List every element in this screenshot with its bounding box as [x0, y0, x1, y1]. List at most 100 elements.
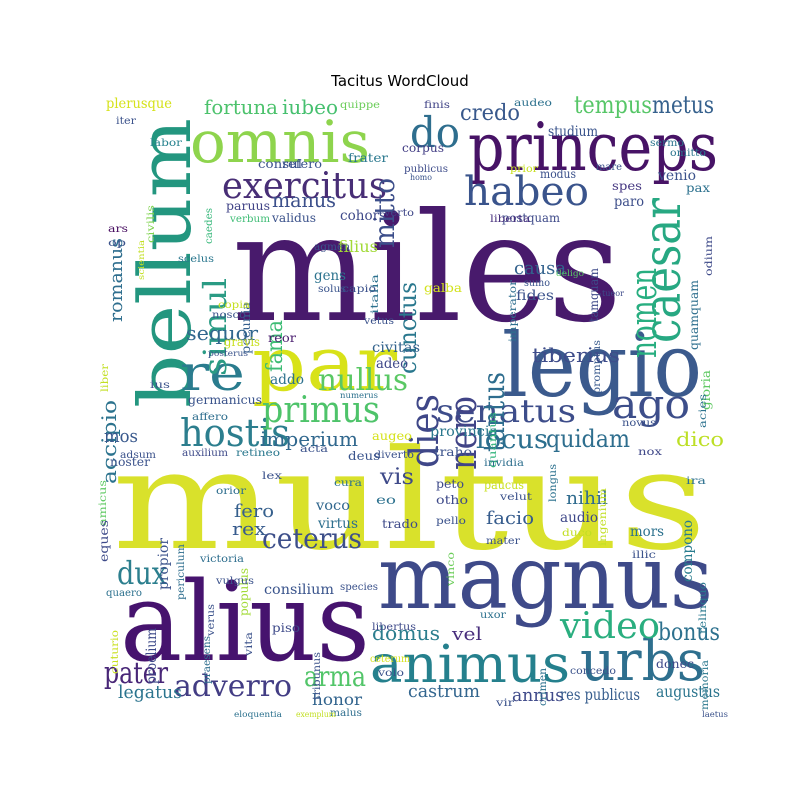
word-compono: compono — [680, 520, 696, 582]
word-urbs: urbs — [580, 629, 705, 694]
word-op: op — [108, 238, 126, 249]
word-novus: novus — [622, 418, 656, 429]
word-ingenium: ingenium — [598, 487, 609, 546]
word-populus: populus — [237, 568, 251, 616]
word-fides: fides — [516, 288, 554, 304]
word-civitas: civitas — [372, 340, 420, 356]
word-audio: audio — [560, 510, 598, 526]
word-virtus: virtus — [317, 516, 358, 532]
word-princeps: princeps — [468, 109, 718, 186]
word-quippe: quippe — [340, 100, 380, 111]
word-modus: modus — [540, 167, 576, 181]
word-agmen: agmen — [314, 242, 351, 253]
word-liber: liber — [100, 364, 111, 392]
word-venio: venio — [657, 168, 696, 184]
word-otho: otho — [436, 493, 468, 507]
word-ceterum: ceterum — [370, 654, 410, 665]
word-locus: locus — [476, 425, 548, 455]
word-odium: odium — [704, 235, 715, 276]
word-animus: animus — [370, 635, 570, 695]
word-ars: ars — [108, 224, 128, 235]
word-bellum: bellum — [123, 118, 207, 408]
word-ius: ius — [150, 380, 170, 391]
word-pater: pater — [104, 656, 169, 691]
word-italia: italia — [370, 274, 381, 314]
word-liberta: liberta — [490, 214, 530, 225]
word-nihil: nihil — [566, 488, 608, 509]
word-par: par — [252, 319, 398, 408]
word-voco: voco — [315, 498, 350, 514]
word-cunctus: cunctus — [394, 282, 422, 374]
word-mare: mare — [596, 162, 622, 173]
word-simul: simul — [196, 278, 234, 376]
word-iubeo: iubeo — [282, 95, 338, 119]
word-praesens: praesens — [202, 636, 213, 684]
word-tiberius: tiberius — [532, 343, 620, 367]
word-facio: facio — [486, 508, 534, 529]
word-piso: piso — [272, 621, 300, 635]
word-publicus: publicus — [404, 164, 448, 175]
word-noster: noster — [110, 455, 150, 469]
word-vulgus: vulgus — [215, 576, 254, 587]
word-species: species — [340, 582, 378, 593]
word-consilium: consilium — [264, 582, 334, 598]
word-accipio: accipio — [97, 400, 121, 484]
word-peto: peto — [436, 477, 464, 491]
word-paro: paro — [614, 194, 644, 210]
word-rex: rex — [232, 519, 266, 540]
word-amicus: amicus — [98, 480, 109, 526]
word-vel: vel — [451, 624, 482, 645]
word-habeo: habeo — [464, 169, 589, 215]
word-caedes: caedes — [204, 208, 215, 244]
word-exemplum: exemplum — [296, 710, 336, 719]
word-spes: spes — [612, 179, 642, 193]
word-vetus: vetus — [363, 316, 394, 327]
word-periculum: periculum — [176, 543, 187, 600]
word-tueor: tueor — [602, 289, 624, 298]
word-labor: labor — [150, 138, 182, 149]
word-verto: verto — [383, 208, 414, 219]
word-nosco: nosco — [212, 310, 246, 321]
word-gravis: gravis — [224, 335, 260, 349]
word-provincia: provincia — [430, 424, 498, 440]
word-paruus: paruus — [226, 199, 270, 213]
word-malus: malus — [330, 708, 362, 719]
word-bonus: bonus — [658, 618, 720, 646]
word-credo: credo — [460, 101, 520, 126]
word-dico: dico — [676, 427, 724, 451]
word-trado: trado — [382, 517, 418, 531]
word-refero: refero — [282, 157, 322, 171]
word-miles: miles — [232, 182, 622, 356]
word-manus: manus — [272, 188, 336, 212]
word-sequor: sequor — [186, 321, 258, 345]
word-victoria: victoria — [199, 554, 244, 565]
word-libertus: libertus — [372, 622, 416, 633]
word-vir: vir — [495, 698, 515, 709]
word-tribunus: tribunus — [312, 652, 323, 700]
word-causa: causa — [514, 258, 566, 279]
word-traho: traho — [434, 445, 472, 459]
word-audeo: audeo — [514, 98, 552, 109]
word-relinquo: relinquo — [698, 582, 709, 634]
word-velut: velut — [499, 492, 532, 503]
word-legatus: legatus — [118, 682, 182, 703]
word-dies: dies — [402, 394, 448, 468]
word-scelus: scelus — [178, 254, 214, 265]
word-duco: duco — [562, 528, 592, 539]
word-cuturio: cuturio — [110, 630, 121, 674]
word-cura: cura — [334, 478, 362, 489]
word-imperium: imperium — [260, 427, 358, 451]
word-longus: longus — [548, 464, 559, 502]
word-mors: mors — [630, 524, 664, 540]
word-dux: dux — [117, 554, 167, 592]
word-quamquam: quamquam — [687, 279, 701, 350]
word-copia: copia — [218, 300, 250, 311]
word-paucus: paucus — [484, 478, 524, 492]
word-arma: arma — [304, 660, 366, 693]
word-deus: deus — [348, 449, 380, 463]
word-primus: primus — [262, 390, 380, 431]
word-nullus: nullus — [318, 363, 408, 398]
word-iter: iter — [116, 116, 136, 127]
word-adeo: adeo — [376, 356, 408, 372]
word-alius: alius — [120, 558, 370, 686]
